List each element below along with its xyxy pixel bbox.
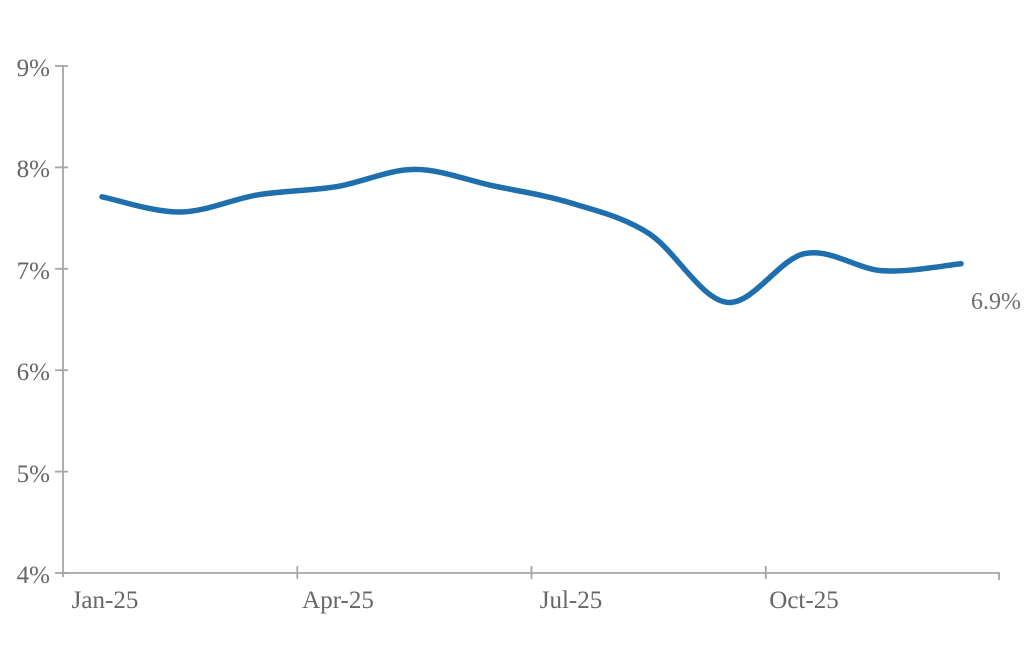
x-tick-label: Apr-25 [302, 587, 374, 614]
y-tick-label: 9% [17, 55, 50, 82]
y-tick-label: 7% [17, 258, 50, 285]
end-value-label: 6.9% [971, 289, 1021, 315]
x-axis-labels: Jan-25 Apr-25 Jul-25 Oct-25 [72, 587, 839, 614]
y-axis-labels: 9% 8% 7% 6% 5% 4% [17, 55, 50, 589]
x-tick-label: Jan-25 [72, 587, 139, 614]
series-line [99, 166, 964, 306]
y-tick-label: 6% [17, 359, 50, 386]
y-tick-label: 5% [17, 461, 50, 488]
x-tick-label: Jul-25 [540, 587, 603, 614]
y-axis-ticks [55, 65, 68, 574]
y-tick-label: 4% [17, 562, 50, 589]
y-tick-label: 8% [17, 156, 50, 183]
x-tick-label: Oct-25 [769, 587, 838, 614]
x-axis-ticks [296, 566, 1000, 580]
